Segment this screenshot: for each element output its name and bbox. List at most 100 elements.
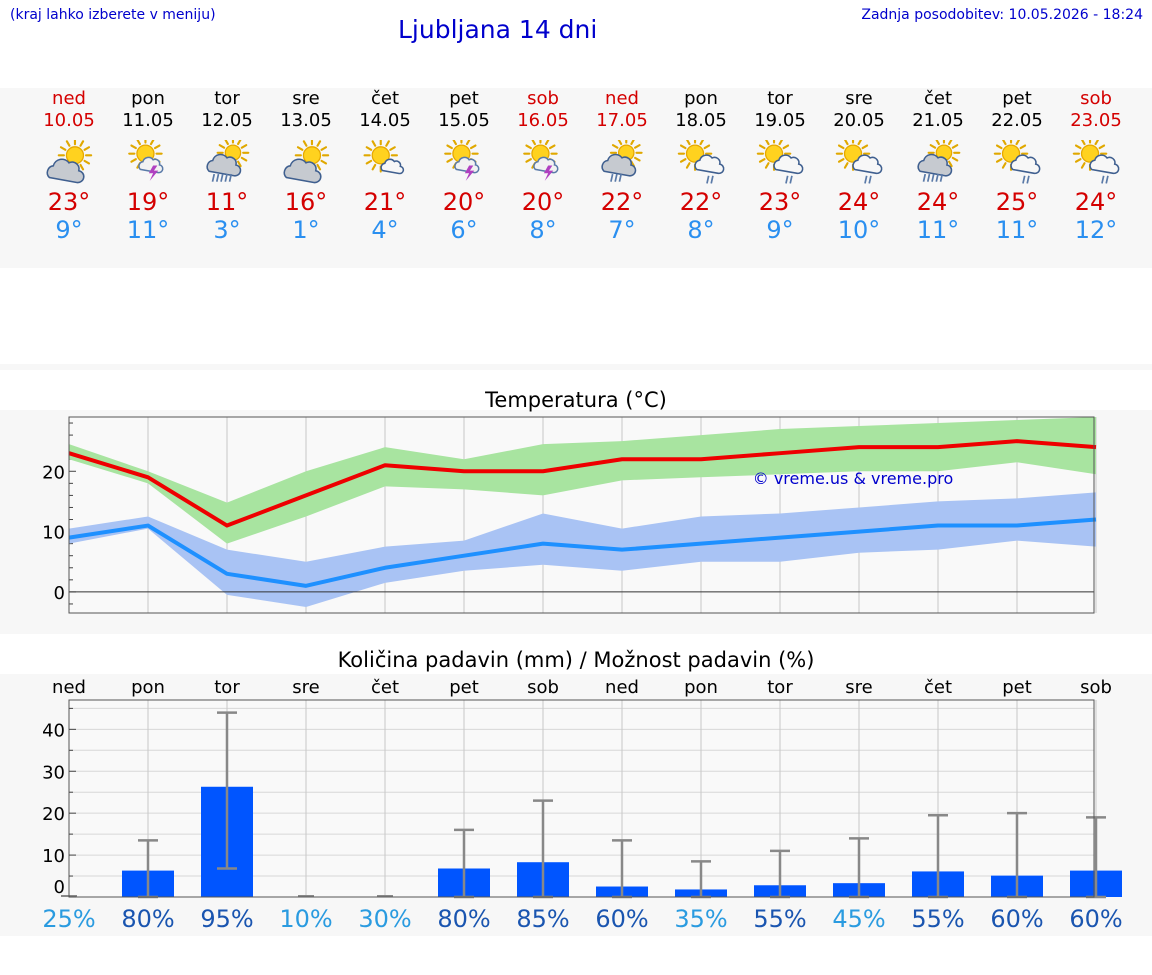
day-high-temp: 22°: [679, 188, 723, 216]
day-date: 23.05: [1070, 110, 1122, 131]
icon-group: [835, 140, 883, 184]
low-temp-range-band: [69, 492, 1096, 607]
sun-ray: [1001, 162, 1007, 169]
day-date: 16.05: [517, 110, 569, 131]
rain-drop: [922, 173, 927, 182]
sun-ray: [316, 163, 322, 171]
sun-ray: [452, 140, 457, 146]
last-updated: Zadnja posodobitev: 10.05.2026 - 18:24: [861, 7, 1143, 23]
sun-ray: [153, 144, 161, 150]
icon-group: [756, 140, 804, 184]
cloud-shape: [1010, 154, 1041, 175]
sun-ray: [83, 159, 91, 165]
sun-thunderstorm-icon: [128, 140, 164, 181]
day-name: sob: [527, 88, 559, 109]
sun-cloud-rain-icon: [993, 140, 1041, 184]
sun-ray: [136, 140, 141, 146]
plot-frame: [68, 699, 1095, 898]
sun-ray: [130, 144, 137, 150]
day-low-temp: 8°: [687, 216, 715, 244]
x-category-label: sre: [845, 677, 872, 698]
day-high-temp: 24°: [916, 188, 960, 216]
day-high-temp: 20°: [442, 188, 486, 216]
sun-ray: [630, 140, 635, 145]
cloud-rain-icon: [601, 140, 643, 182]
precip-chance-label: 35%: [674, 905, 727, 933]
sun-ray: [465, 140, 471, 146]
precip-chance-label: 30%: [358, 905, 411, 933]
day-column: sre 20.05 24° 10°: [820, 88, 899, 244]
icon-group: [283, 140, 330, 184]
cloud-shape: [533, 156, 559, 174]
page-title: Ljubljana 14 dni: [398, 15, 598, 44]
day-date: 19.05: [754, 110, 806, 131]
day-high-temp: 23°: [758, 188, 802, 216]
sun-ray: [758, 158, 766, 163]
day-name: sre: [845, 88, 873, 109]
sun-ray: [764, 140, 770, 146]
sun-disc: [302, 146, 322, 165]
sun-ray: [525, 158, 532, 163]
sun-ray: [634, 156, 641, 162]
sun-small-cloud-icon: [363, 140, 405, 175]
icon-group: [601, 140, 643, 182]
day-low-temp: 10°: [837, 216, 881, 244]
rain-drop: [868, 175, 872, 184]
x-category-label: tor: [767, 677, 793, 698]
precip-chance-label: 60%: [990, 905, 1043, 933]
precip-chance-label: 45%: [832, 905, 885, 933]
sun-ray: [951, 156, 959, 162]
day-column: čet 21.05 24° 11°: [899, 88, 978, 244]
sun-ray: [83, 146, 91, 151]
day-low-temp: 3°: [213, 216, 241, 244]
day-column: sre 13.05 16° 1°: [267, 88, 346, 244]
sun-ray: [130, 158, 137, 163]
forecast-band: [0, 88, 1152, 268]
day-date: 14.05: [359, 110, 411, 131]
sun-ray: [65, 140, 71, 147]
location-hint-link[interactable]: (kraj lahko izberete v meniju): [10, 7, 216, 23]
sun-disc: [685, 144, 705, 163]
sun-ray: [617, 140, 623, 145]
sun-ray: [995, 144, 1003, 150]
rain-drop: [789, 175, 793, 184]
y-tick-label: 0: [54, 877, 65, 898]
sun-ray: [685, 162, 691, 169]
sun-ray: [1019, 144, 1027, 150]
sun-ray: [371, 140, 377, 147]
day-column: pon 18.05 22° 8°: [662, 88, 741, 244]
rain-drop: [926, 173, 931, 182]
precip-chance-label: 80%: [437, 905, 490, 933]
sun-ray: [1098, 144, 1106, 150]
sun-ray: [1074, 158, 1082, 163]
day-date: 12.05: [201, 110, 253, 131]
day-high-temp: 19°: [126, 188, 170, 216]
day-high-temp: 16°: [284, 188, 328, 216]
rain-drop: [215, 173, 220, 182]
icon-group: [993, 140, 1041, 184]
x-category-label: sre: [292, 677, 319, 698]
divider-band: [0, 364, 1152, 370]
x-category-label: sob: [1080, 677, 1112, 698]
day-date: 15.05: [438, 110, 490, 131]
daily-forecast-strip: ned 10.05 23° 9° pon 11.05 19° 11° tor 12.05 11° 3°…: [0, 88, 1152, 268]
icon-group: [206, 140, 250, 182]
day-date: 10.05: [43, 110, 95, 131]
sun-cloud-rain-icon: [756, 140, 804, 184]
y-tick-label: 20: [42, 804, 65, 825]
sun-ray: [320, 146, 328, 151]
sun-disc: [764, 144, 784, 163]
precip-chance-label: 55%: [911, 905, 964, 933]
rain-drop: [785, 175, 789, 184]
rain-drop: [614, 173, 618, 182]
cloud-shape: [138, 156, 164, 174]
rain-drop: [618, 173, 622, 182]
sun-ray: [548, 144, 556, 150]
day-name: pon: [131, 88, 165, 109]
sun-ray: [857, 140, 863, 146]
sun-disc: [371, 146, 390, 165]
day-name: čet: [923, 88, 953, 109]
cloud-shape: [380, 158, 405, 175]
sun-thunderstorm-icon: [523, 140, 559, 181]
sun-ray: [389, 146, 396, 151]
